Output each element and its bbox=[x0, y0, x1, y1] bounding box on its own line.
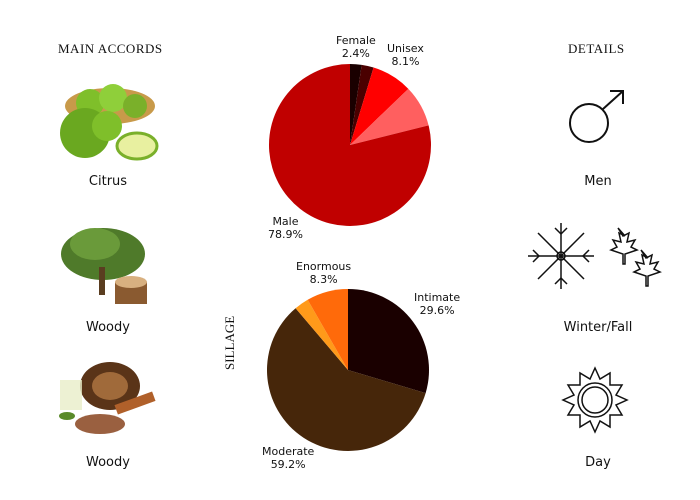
accord-label-2: Woody bbox=[86, 320, 130, 335]
accord-label-3: Woody bbox=[86, 455, 130, 470]
detail-label-season: Winter/Fall bbox=[563, 320, 633, 335]
gender-pie bbox=[269, 64, 432, 226]
accord-label-1: Citrus bbox=[88, 174, 128, 189]
label-unisex: Unisex 8.1% bbox=[387, 42, 424, 68]
pie-slice-male bbox=[269, 64, 432, 226]
main-accords-heading: MAIN ACCORDS bbox=[58, 41, 163, 56]
details-heading: DETAILS bbox=[568, 41, 625, 56]
woody-tree-image bbox=[61, 228, 147, 304]
pie-slice-unlabeled-0 bbox=[350, 64, 362, 145]
label-enormous: Enormous 8.3% bbox=[296, 260, 352, 286]
label-female: Female 2.4% bbox=[336, 34, 376, 60]
label-moderate: Moderate 59.2% bbox=[262, 445, 315, 471]
label-male: Male 78.9% bbox=[268, 215, 303, 241]
detail-label-time: Day bbox=[585, 455, 611, 470]
snowflake-maple-leaf-icon bbox=[528, 223, 662, 289]
sillage-axis-title: SILLAGE bbox=[222, 315, 237, 370]
pie-slice-female bbox=[350, 64, 374, 145]
sun-icon bbox=[561, 366, 629, 434]
label-intimate: Intimate 29.6% bbox=[414, 291, 461, 317]
male-symbol-icon bbox=[569, 90, 624, 143]
sillage-pie bbox=[267, 289, 429, 452]
pie-slice-moderate bbox=[267, 308, 426, 452]
pie-slice-unlabeled-2 bbox=[295, 299, 348, 370]
citrus-bergamot-image bbox=[60, 84, 159, 161]
pie-slice-unisex bbox=[350, 67, 409, 145]
pie-slice-intimate bbox=[348, 289, 429, 394]
woody-cinnamon-image bbox=[59, 362, 156, 434]
detail-label-gender: Men bbox=[584, 174, 612, 189]
pie-slice-enormous bbox=[307, 289, 348, 370]
pie-slice-unlabeled-3 bbox=[350, 88, 429, 145]
